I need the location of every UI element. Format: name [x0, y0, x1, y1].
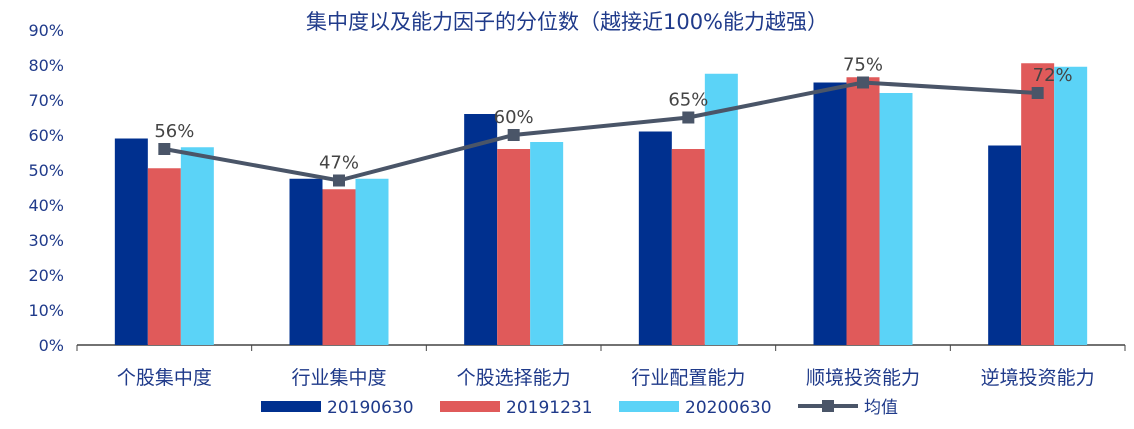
- legend-label: 均值: [864, 398, 898, 418]
- y-tick-label: 30%: [28, 231, 64, 250]
- bar-20191231: [147, 168, 181, 345]
- legend-label: 20190630: [327, 398, 414, 418]
- bar-20190630: [289, 178, 323, 345]
- y-tick-label: 90%: [28, 21, 64, 40]
- x-tick-label: 逆境投资能力: [981, 367, 1095, 389]
- mean-point: [158, 143, 171, 155]
- bar-20191231: [846, 77, 880, 345]
- y-tick-label: 40%: [28, 196, 64, 215]
- legend-swatch-20191231: [440, 401, 500, 412]
- mean-point: [333, 174, 345, 187]
- chart-title: 集中度以及能力因子的分位数（越接近100%能力越强）: [306, 10, 828, 34]
- x-axis: 个股集中度 行业集中度 个股选择能力 行业配置能力 顺境投资能力 逆境投资能力: [76, 344, 1126, 389]
- mean-point: [507, 129, 520, 141]
- bar-20190630: [813, 82, 847, 345]
- mean-line: [158, 76, 1044, 187]
- mean-point: [682, 111, 695, 124]
- legend-swatch-20190630: [261, 401, 321, 412]
- bar-20190630: [638, 131, 672, 345]
- bar-marks: [114, 63, 1088, 345]
- data-label: 60%: [494, 107, 534, 128]
- x-tick-label: 行业配置能力: [631, 367, 745, 389]
- bar-20190630: [988, 145, 1022, 345]
- legend-label: 20200630: [685, 398, 772, 418]
- y-tick-label: 80%: [28, 56, 64, 75]
- bar-20190630: [464, 114, 498, 345]
- data-label: 65%: [668, 90, 708, 111]
- data-labels: 56% 47% 60% 65% 75% 72%: [154, 55, 1072, 174]
- bar-20200630: [355, 178, 389, 345]
- bar-20191231: [497, 149, 531, 345]
- y-tick-label: 50%: [28, 161, 64, 180]
- legend: 20190630 20191231 20200630 均值: [261, 398, 898, 418]
- data-label: 75%: [843, 55, 883, 76]
- bar-20200630: [530, 142, 564, 345]
- bar-20191231: [322, 189, 356, 345]
- x-tick-label: 个股选择能力: [457, 367, 571, 389]
- y-tick-label: 60%: [28, 126, 64, 145]
- bar-20190630: [114, 138, 148, 345]
- bar-20200630: [1054, 66, 1088, 345]
- y-tick-label: 70%: [28, 91, 64, 110]
- bar-20191231: [1021, 63, 1055, 345]
- bar-20200630: [879, 93, 913, 345]
- x-tick-label: 行业集中度: [291, 367, 386, 389]
- mean-point: [857, 76, 869, 89]
- legend-label: 20191231: [506, 398, 593, 418]
- y-tick-label: 10%: [28, 301, 64, 320]
- y-tick-label: 0%: [39, 336, 64, 355]
- mean-line-path: [163, 80, 1038, 183]
- y-tick-label: 20%: [28, 266, 64, 285]
- y-axis: 0% 10% 20% 30% 40% 50% 60% 70% 80% 90%: [28, 21, 64, 355]
- legend-marker-均值: [822, 400, 834, 412]
- legend-swatch-20200630: [619, 401, 679, 412]
- data-label: 47%: [319, 153, 359, 174]
- bar-20191231: [671, 149, 705, 345]
- x-tick-label: 顺境投资能力: [806, 367, 920, 389]
- x-tick-label: 个股集中度: [117, 367, 212, 389]
- data-label: 72%: [1033, 65, 1073, 86]
- bar-20200630: [704, 73, 738, 345]
- data-label: 56%: [154, 121, 194, 142]
- bar-20200630: [180, 147, 214, 345]
- mean-point: [1031, 87, 1044, 99]
